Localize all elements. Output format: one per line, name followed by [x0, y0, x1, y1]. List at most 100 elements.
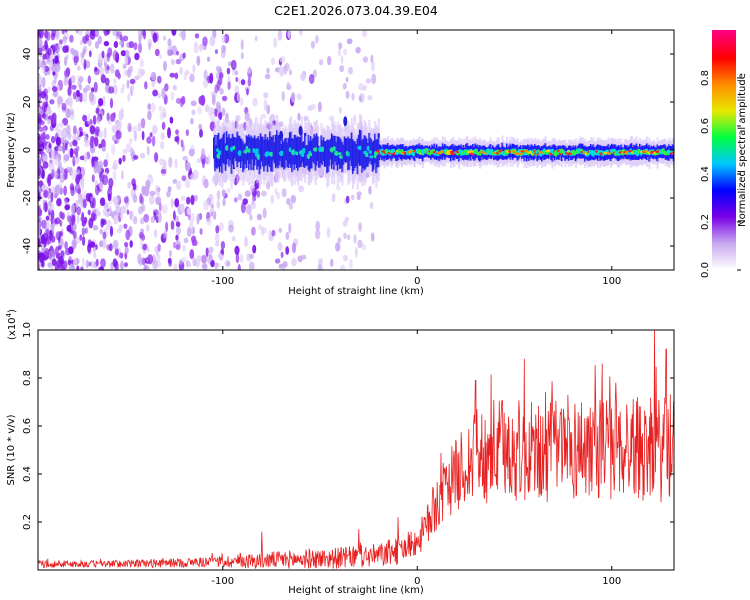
noise-speckle	[261, 227, 268, 234]
x-tick-label: 0	[414, 276, 420, 287]
noise-speckle	[75, 145, 80, 151]
noise-speckle	[113, 77, 117, 85]
noise-speckle	[142, 243, 148, 251]
noise-speckle	[246, 88, 249, 96]
noise-speckle	[192, 64, 196, 73]
noise-speckle	[100, 218, 104, 228]
snr-scale-prefix: (x10	[7, 317, 18, 340]
noise-speckle	[80, 51, 85, 59]
noise-speckle	[42, 131, 46, 143]
colorbar-cell	[712, 48, 736, 51]
colorbar-cell	[712, 138, 736, 141]
noise-speckle	[250, 184, 255, 193]
noise-speckle	[133, 155, 139, 160]
ridge-body	[350, 132, 353, 166]
colorbar-cell	[712, 34, 736, 37]
noise-speckle	[38, 237, 41, 248]
noise-speckle	[89, 119, 93, 125]
noise-speckle	[71, 214, 76, 226]
noise-speckle	[63, 76, 68, 86]
noise-speckle	[247, 77, 252, 87]
noise-speckle	[175, 97, 182, 104]
noise-speckle	[346, 38, 353, 45]
noise-speckle	[38, 116, 42, 122]
noise-speckle	[244, 111, 250, 122]
noise-speckle	[79, 234, 83, 241]
noise-speckle	[99, 66, 105, 77]
noise-speckle	[63, 154, 70, 162]
noise-speckle	[196, 55, 201, 66]
noise-speckle	[120, 213, 124, 220]
noise-speckle	[128, 65, 133, 74]
noise-speckle	[42, 232, 49, 241]
noise-speckle	[202, 36, 208, 47]
noise-speckle	[132, 183, 137, 191]
noise-speckle	[89, 30, 96, 40]
ridge-spike	[298, 125, 303, 136]
colorbar-cell	[712, 188, 736, 191]
ridge-body	[354, 141, 357, 168]
noise-speckle	[209, 35, 216, 47]
noise-speckle	[157, 75, 162, 84]
noise-speckle	[343, 232, 347, 240]
colorbar-cell	[712, 242, 736, 245]
noise-speckle	[143, 213, 150, 223]
noise-speckle	[203, 199, 210, 211]
noise-speckle	[239, 254, 244, 264]
noise-speckle	[254, 36, 258, 42]
colorbar-cell	[712, 70, 736, 73]
noise-speckle	[38, 227, 41, 234]
noise-speckle	[152, 124, 158, 135]
colorbar-cell	[712, 128, 736, 131]
ridge-body	[223, 132, 226, 165]
figure-title: C2E1.2026.073.04.39.E04	[274, 3, 438, 18]
noise-speckle	[348, 66, 353, 75]
noise-speckle	[126, 79, 130, 89]
noise-speckle	[214, 262, 219, 269]
noise-speckle	[115, 130, 122, 140]
noise-speckle	[182, 156, 189, 161]
noise-speckle	[120, 113, 124, 119]
ridge-body	[221, 138, 224, 174]
noise-speckle	[153, 229, 158, 238]
colorbar-cell	[712, 120, 736, 123]
noise-speckle	[176, 180, 182, 191]
noise-speckle	[38, 252, 45, 263]
noise-speckle	[87, 75, 92, 84]
noise-speckle	[41, 219, 47, 229]
noise-speckle	[47, 177, 52, 187]
noise-speckle	[215, 232, 220, 244]
noise-speckle	[320, 258, 323, 265]
noise-speckle	[57, 245, 62, 251]
colorbar-cell	[712, 40, 736, 43]
noise-speckle	[43, 190, 48, 199]
noise-speckle	[170, 198, 174, 208]
noise-speckle	[44, 51, 51, 60]
noise-speckle	[308, 73, 315, 85]
colorbar-cell	[712, 228, 736, 231]
noise-speckle	[73, 55, 79, 63]
noise-speckle	[51, 149, 55, 160]
noise-speckle	[186, 227, 192, 238]
noise-speckle	[220, 241, 226, 250]
noise-speckle	[94, 41, 100, 49]
noise-speckle	[353, 114, 357, 125]
noise-speckle	[310, 103, 316, 110]
noise-speckle	[61, 30, 65, 35]
noise-speckle	[277, 242, 283, 251]
noise-speckle	[110, 113, 116, 122]
colorbar-label: Normalized spectral amplitude	[737, 73, 748, 227]
noise-speckle	[344, 216, 350, 223]
noise-speckle	[55, 30, 60, 41]
colorbar-cell	[712, 210, 736, 213]
noise-speckle	[179, 203, 184, 213]
noise-speckle	[231, 59, 237, 71]
colorbar-cell	[712, 102, 736, 105]
noise-speckle	[82, 91, 88, 103]
ridge-body	[236, 131, 239, 168]
noise-speckle	[240, 39, 244, 51]
noise-speckle	[60, 250, 65, 258]
y-tick-label: -40	[22, 238, 33, 254]
noise-speckle	[38, 219, 42, 229]
ridge-core	[217, 150, 223, 155]
